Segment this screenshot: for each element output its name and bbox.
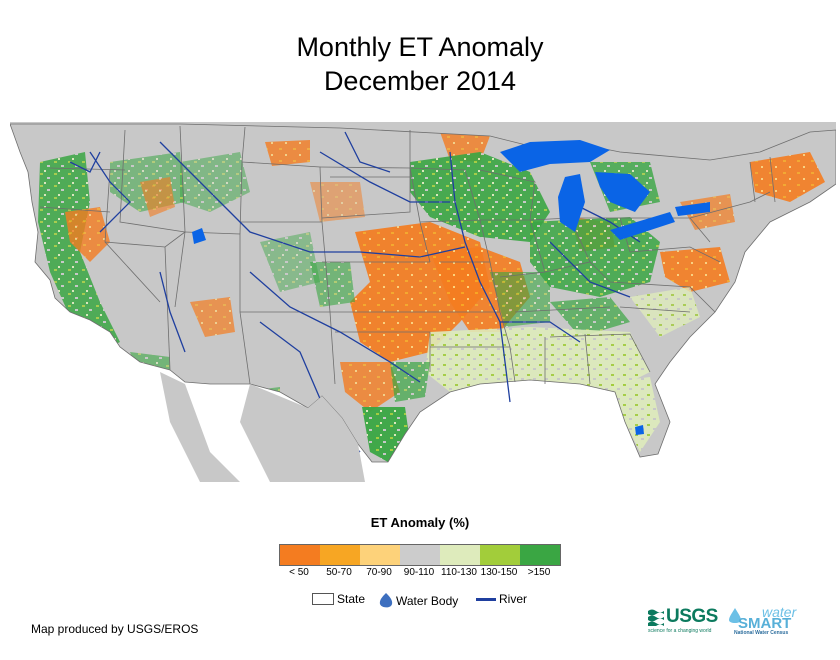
- map-subtitle: December 2014: [323, 66, 517, 96]
- legend-river-label: River: [499, 592, 528, 606]
- lake-superior: [500, 140, 610, 172]
- legend-swatch: [520, 545, 560, 565]
- et-anomaly-map: [10, 122, 836, 482]
- map-title: Monthly ET Anomaly: [296, 32, 544, 62]
- lake-erie: [610, 212, 675, 240]
- legend-swatch: [400, 545, 440, 565]
- legend-title: ET Anomaly (%): [370, 515, 470, 530]
- great-salt-lake: [192, 228, 206, 244]
- legend-water-body: Water Body: [378, 592, 458, 610]
- legend-swatch: [360, 545, 400, 565]
- legend-state: State: [312, 592, 365, 606]
- legend-swatch: [280, 545, 320, 565]
- legend-class-label: 110-130: [441, 567, 477, 578]
- watersmart-tagline: National Water Census: [734, 630, 789, 636]
- legend-class-label: < 50: [289, 567, 309, 578]
- water-body-icon: [379, 593, 393, 608]
- legend-swatch: [480, 545, 520, 565]
- lake-okeechobee: [635, 425, 644, 435]
- legend-class-label: 70-90: [366, 567, 392, 578]
- legend-class-label: >150: [527, 567, 551, 578]
- legend-water-body-label: Water Body: [396, 594, 459, 608]
- legend-class-label: 90-110: [403, 567, 435, 578]
- water-drop-icon: [729, 608, 741, 623]
- lake-michigan: [558, 174, 585, 232]
- legend-swatch: [440, 545, 480, 565]
- legend-state-label: State: [337, 592, 366, 606]
- state-boundaries: [10, 123, 836, 463]
- legend-color-bar: [279, 544, 561, 566]
- usgs-wave-icon: [648, 609, 664, 626]
- legend-swatch: [320, 545, 360, 565]
- lake-ontario: [675, 202, 710, 216]
- legend-labels: < 50 50-70 70-90 90-110 110-130 130-150 >150: [279, 567, 564, 581]
- usgs-tagline: science for a changing world: [648, 628, 712, 634]
- map-svg: [10, 122, 836, 482]
- state-box-icon: [312, 593, 334, 605]
- watersmart-water-text: water: [762, 604, 797, 620]
- water-bodies: [192, 140, 710, 435]
- river-line-icon: [476, 597, 496, 601]
- legend-class-label: 130-150: [480, 567, 518, 578]
- rivers: [69, 131, 641, 453]
- watersmart-smart-text: SMART: [738, 615, 792, 632]
- lake-huron: [595, 172, 650, 212]
- legend-river: River: [476, 592, 527, 606]
- usgs-logo-text: USGS: [666, 606, 718, 627]
- legend-class-label: 50-70: [326, 567, 352, 578]
- credit-text: Map produced by USGS/EROS: [31, 622, 199, 636]
